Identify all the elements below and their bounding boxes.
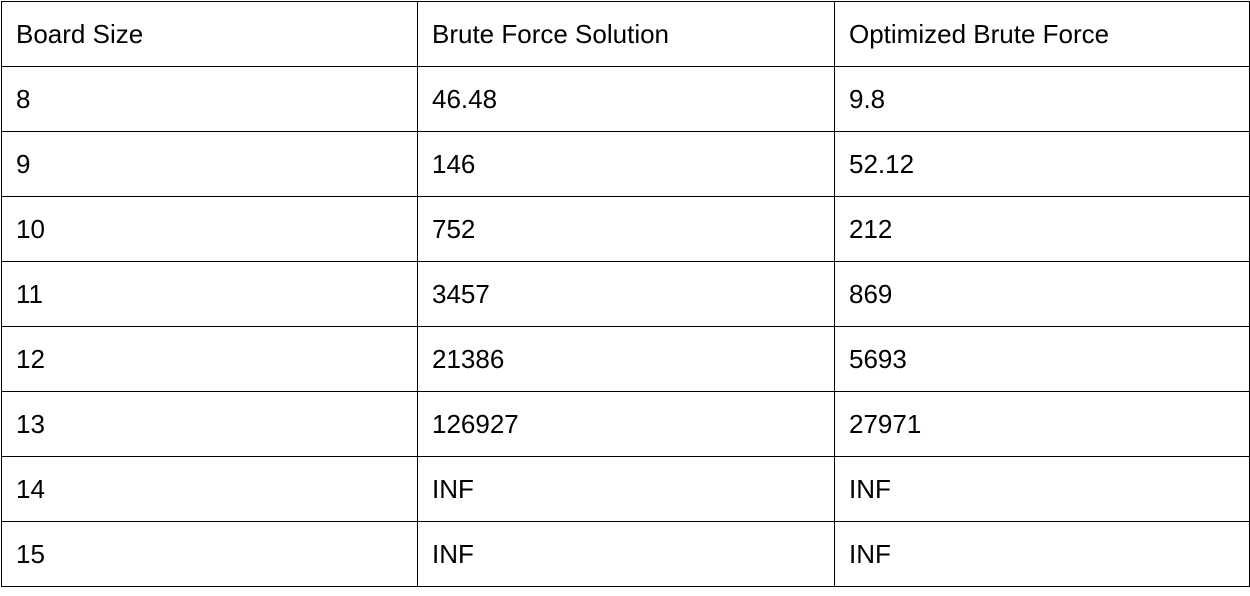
- cell-brute-force: 126927: [417, 391, 835, 457]
- cell-board-size: 12: [1, 326, 418, 392]
- cell-board-size: 11: [1, 261, 418, 327]
- table-row: 11 3457 869: [1, 261, 1250, 327]
- header-board-size: Board Size: [1, 1, 418, 67]
- cell-board-size: 8: [1, 66, 418, 132]
- table-header-row: Board Size Brute Force Solution Optimize…: [1, 1, 1250, 67]
- cell-optimized: 52.12: [834, 131, 1250, 197]
- cell-board-size: 9: [1, 131, 418, 197]
- table-row: 10 752 212: [1, 196, 1250, 262]
- cell-optimized: 869: [834, 261, 1250, 327]
- cell-brute-force: 752: [417, 196, 835, 262]
- table-row: 13 126927 27971: [1, 391, 1250, 457]
- cell-board-size: 14: [1, 456, 418, 522]
- cell-brute-force: 46.48: [417, 66, 835, 132]
- cell-brute-force: 21386: [417, 326, 835, 392]
- cell-optimized: 9.8: [834, 66, 1250, 132]
- cell-optimized: INF: [834, 456, 1250, 522]
- table-row: 9 146 52.12: [1, 131, 1250, 197]
- cell-board-size: 15: [1, 521, 418, 587]
- header-brute-force: Brute Force Solution: [417, 1, 835, 67]
- cell-brute-force: 146: [417, 131, 835, 197]
- table-row: 14 INF INF: [1, 456, 1250, 522]
- table-row: 12 21386 5693: [1, 326, 1250, 392]
- cell-brute-force: INF: [417, 521, 835, 587]
- cell-optimized: 5693: [834, 326, 1250, 392]
- cell-board-size: 13: [1, 391, 418, 457]
- cell-brute-force: 3457: [417, 261, 835, 327]
- cell-optimized: INF: [834, 521, 1250, 587]
- table-row: 15 INF INF: [1, 521, 1250, 587]
- header-optimized-brute-force: Optimized Brute Force: [834, 1, 1250, 67]
- cell-optimized: 212: [834, 196, 1250, 262]
- table-row: 8 46.48 9.8: [1, 66, 1250, 132]
- cell-board-size: 10: [1, 196, 418, 262]
- cell-brute-force: INF: [417, 456, 835, 522]
- cell-optimized: 27971: [834, 391, 1250, 457]
